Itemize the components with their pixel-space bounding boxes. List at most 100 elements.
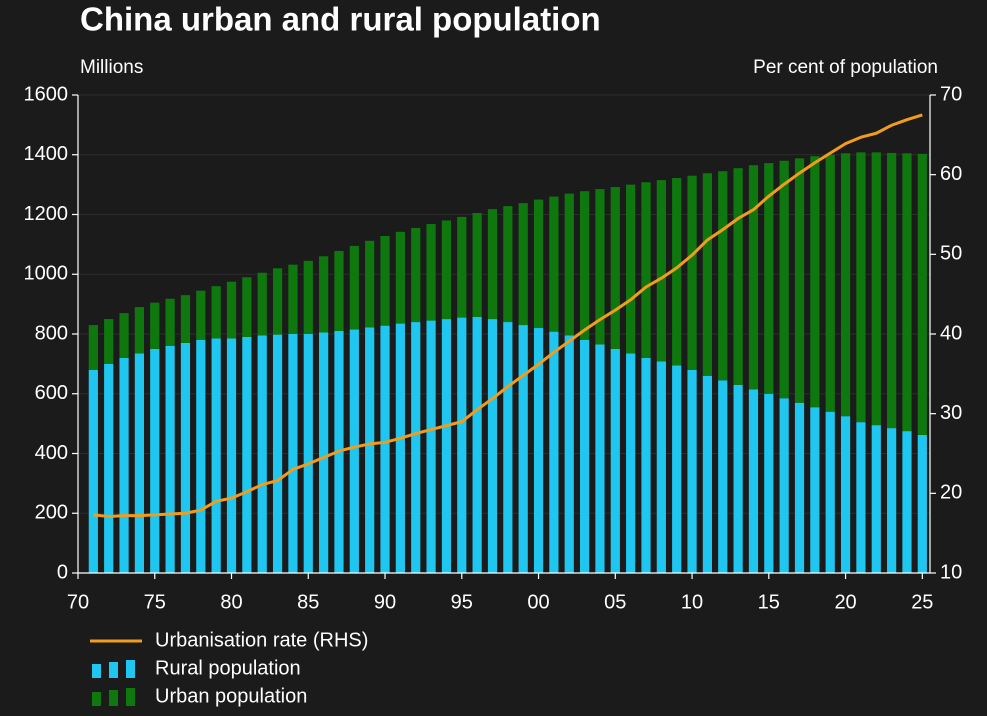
bar	[365, 240, 375, 328]
bar	[856, 152, 866, 423]
bar	[319, 256, 329, 333]
bar	[779, 160, 789, 399]
bar	[503, 206, 513, 323]
legend-swatch	[109, 690, 118, 706]
bar	[150, 348, 160, 573]
line	[93, 113, 923, 518]
bar	[687, 369, 697, 573]
bar	[134, 353, 145, 573]
bar	[549, 331, 559, 573]
bar	[656, 361, 666, 573]
bar	[104, 363, 114, 573]
bar	[610, 187, 620, 349]
legend-swatch	[92, 692, 101, 706]
y-axis-label: Millions	[80, 57, 143, 78]
bar	[272, 268, 283, 335]
legend-swatch	[92, 664, 101, 678]
bar	[518, 203, 528, 326]
x-tick-label: 85	[297, 591, 319, 613]
bar	[211, 286, 221, 339]
bar	[702, 173, 713, 376]
bar	[794, 158, 805, 403]
x-tick-label: 80	[220, 591, 242, 613]
bar	[825, 154, 835, 412]
bar	[840, 416, 851, 573]
bar	[88, 325, 98, 370]
bar	[196, 339, 206, 573]
bar	[242, 277, 252, 337]
bar	[487, 209, 498, 320]
x-tick-label: 20	[834, 591, 856, 613]
y2-tick-label: 10	[940, 561, 962, 583]
y2-tick-label: 70	[940, 83, 962, 105]
legend-swatch	[109, 662, 118, 678]
bar	[764, 393, 774, 573]
bar	[579, 191, 590, 340]
bar	[334, 250, 344, 332]
bar	[288, 264, 298, 334]
bar	[533, 199, 544, 329]
bar	[487, 319, 498, 573]
bar	[902, 431, 912, 573]
x-tick-label: 25	[911, 591, 933, 613]
bar	[902, 153, 912, 432]
x-tick-label: 00	[527, 591, 549, 613]
y-tick-label: 400	[35, 442, 68, 464]
bar	[871, 152, 881, 426]
bar	[840, 153, 851, 417]
bar	[672, 365, 682, 573]
bar	[119, 313, 129, 358]
x-tick-label: 70	[67, 591, 89, 613]
bar	[411, 322, 421, 573]
bar	[733, 168, 743, 385]
x-tick-label: 15	[758, 591, 780, 613]
bar	[610, 348, 620, 573]
bar	[257, 335, 267, 573]
y-tick-label: 1200	[24, 203, 69, 225]
bar	[104, 319, 114, 364]
bar	[457, 216, 467, 318]
legend-label: Urbanisation rate (RHS)	[155, 629, 368, 651]
y-tick-label: 600	[35, 382, 68, 404]
x-tick-label: 95	[451, 591, 473, 613]
bar	[626, 184, 636, 354]
bar	[595, 344, 605, 573]
bar	[272, 334, 283, 573]
bar	[887, 152, 897, 429]
bar	[871, 425, 881, 573]
bar	[779, 398, 789, 573]
legend-swatch	[126, 688, 135, 706]
y2-tick-label: 50	[940, 243, 962, 265]
bar	[564, 335, 574, 573]
bar	[718, 171, 728, 381]
y-tick-label: 800	[35, 322, 68, 344]
bar	[733, 384, 743, 573]
bar	[626, 353, 636, 573]
bar	[303, 334, 313, 573]
bar	[88, 369, 98, 573]
bar	[365, 327, 375, 573]
bar	[672, 178, 682, 366]
y-tick-label: 1600	[24, 83, 69, 105]
bar	[165, 345, 175, 573]
bar	[595, 189, 605, 345]
bar	[242, 336, 252, 573]
bar	[887, 428, 897, 573]
bar	[226, 281, 237, 339]
x-tick-label: 90	[374, 591, 396, 613]
y2-tick-label: 30	[940, 402, 962, 424]
bar	[426, 224, 436, 321]
bar	[303, 260, 313, 334]
bar	[411, 227, 421, 323]
bar	[810, 407, 820, 573]
bar	[288, 334, 298, 573]
bar	[641, 357, 651, 573]
y2-tick-label: 40	[940, 322, 962, 344]
bar	[764, 163, 774, 394]
bar	[150, 302, 160, 349]
legend-label: Rural population	[155, 657, 301, 679]
bar	[917, 434, 927, 573]
bar	[134, 307, 145, 354]
bar	[702, 375, 713, 573]
